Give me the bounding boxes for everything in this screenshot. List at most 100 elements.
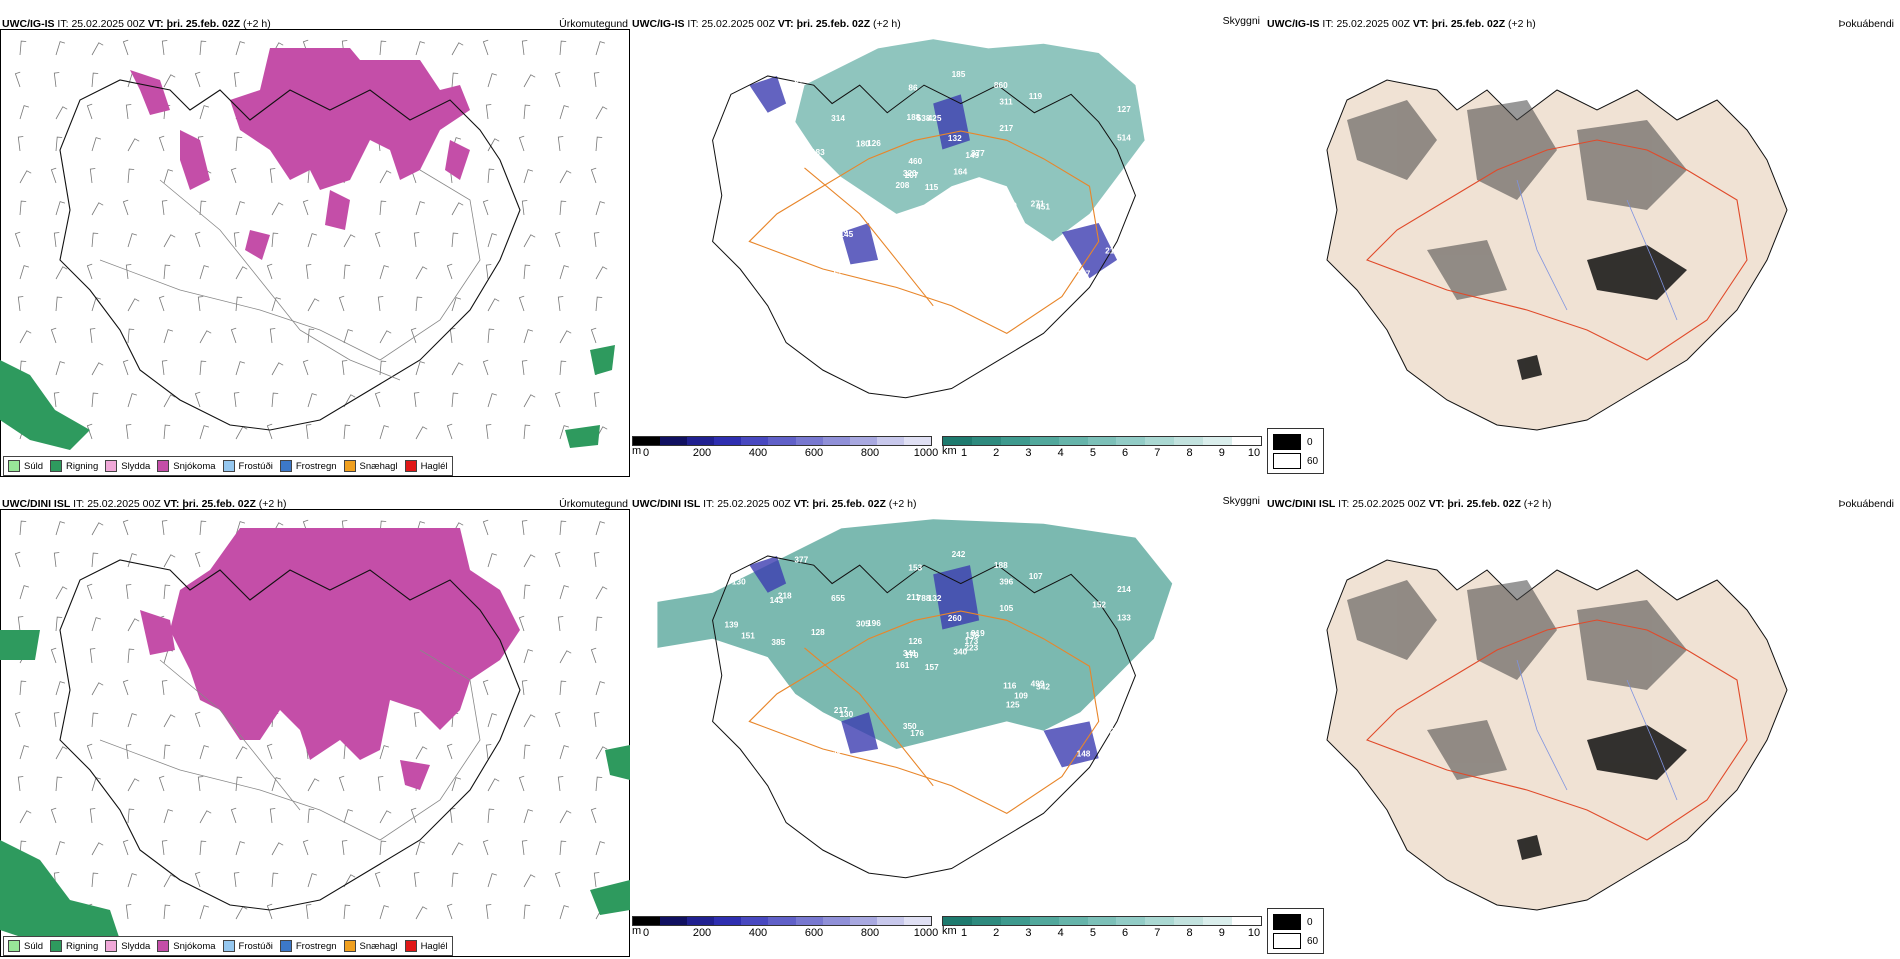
wind-barb xyxy=(374,391,381,408)
wind-barb xyxy=(91,392,99,408)
visibility-label: 132 xyxy=(948,134,962,143)
fog-shading xyxy=(1347,580,1687,780)
wind-barb xyxy=(86,263,93,280)
wind-barb xyxy=(559,330,572,344)
wind-barb xyxy=(19,330,32,344)
wind-barb xyxy=(415,841,426,856)
colorbar-segment xyxy=(903,917,932,925)
colorbar-tick: 600 xyxy=(804,447,824,459)
wind-barb xyxy=(415,266,428,280)
wind-barb xyxy=(487,138,500,152)
roads xyxy=(748,130,1100,334)
wind-barb xyxy=(413,392,420,408)
colorbar-tick: 9 xyxy=(1218,447,1225,459)
legend-label: Rigning xyxy=(66,460,99,472)
colorbar-tick: 2 xyxy=(993,927,1000,939)
wind-barb xyxy=(523,584,531,600)
legend-swatch xyxy=(50,460,63,472)
wind-barb xyxy=(449,808,456,824)
ceiling-colorbar: m 0 200 400 600 800 1000 xyxy=(632,436,938,462)
colorbar-segment xyxy=(687,917,715,925)
wind-barb xyxy=(91,842,104,856)
colorbar-tick: 1 xyxy=(960,927,968,939)
wind-barb xyxy=(521,520,528,536)
wind-barb xyxy=(523,744,531,760)
wind-barb xyxy=(487,778,500,792)
visibility-panel-1: UWC/IG-IS IT: 25.02.2025 00Z VT: þri. 25… xyxy=(632,14,1262,479)
vt-value: þri. 25.feb. 02Z xyxy=(166,18,241,30)
wind-barb xyxy=(55,841,66,856)
wind-barb xyxy=(55,266,68,280)
wind-barb xyxy=(199,40,207,56)
wind-barb xyxy=(341,360,348,376)
lead-time: (+2 h) xyxy=(888,498,917,510)
wind-barb xyxy=(446,743,453,760)
wind-barb xyxy=(19,680,27,696)
wind-barb xyxy=(91,617,102,632)
wind-barb xyxy=(451,842,464,856)
wind-barb xyxy=(523,904,531,920)
wind-barb xyxy=(53,712,60,728)
wind-barb xyxy=(413,872,420,888)
legend-label: Súld xyxy=(24,460,44,472)
visibility-label: 143 xyxy=(770,596,784,605)
visibility-label: 165 xyxy=(773,712,787,721)
wind-barb xyxy=(199,330,212,344)
legend-item: Snæhagl xyxy=(343,460,398,472)
wind-barb xyxy=(559,360,567,376)
wind-barb xyxy=(91,682,104,696)
fog-swatch-min xyxy=(1273,914,1301,930)
legend-label: Haglél xyxy=(420,460,448,472)
colorbar-segment xyxy=(660,437,688,445)
visibility-label: 340 xyxy=(953,647,967,656)
ceiling-shading xyxy=(749,75,1118,279)
wind-barb xyxy=(235,906,248,920)
wind-barb xyxy=(523,74,536,88)
wind-barb xyxy=(590,167,597,184)
wind-barb xyxy=(307,298,320,312)
wind-barb xyxy=(446,423,453,440)
wind-barb xyxy=(89,808,96,824)
wind-barb xyxy=(125,264,132,280)
wind-barb xyxy=(19,105,30,120)
legend-swatch xyxy=(404,940,417,952)
wind-barb xyxy=(451,872,459,888)
legend-label: Slydda xyxy=(121,460,151,472)
wind-barb xyxy=(50,807,57,824)
wind-barb xyxy=(307,808,315,824)
colorbar-tick: 6 xyxy=(1122,927,1129,939)
visibility-label: 88 xyxy=(794,75,804,84)
wind-barb xyxy=(379,745,390,760)
wind-barb xyxy=(127,328,135,344)
colorbar-tick: 800 xyxy=(860,447,880,459)
visibility-label: 193 xyxy=(778,111,792,120)
visibility-label: 342 xyxy=(1036,682,1050,691)
legend-item: Snjókoma xyxy=(157,940,216,952)
wind-barb xyxy=(482,39,489,56)
colorbar-tick: 600 xyxy=(804,927,824,939)
wind-barb xyxy=(559,265,570,280)
wind-barb xyxy=(518,775,525,792)
wind-barb xyxy=(523,394,536,408)
colorbar-tick: 7 xyxy=(1154,447,1161,459)
wind-barb xyxy=(127,393,138,408)
wind-barb xyxy=(523,234,536,248)
colorbar-segment xyxy=(1000,917,1030,925)
wind-barb xyxy=(235,746,248,760)
fog-shading xyxy=(1347,100,1687,300)
visibility-label: 196 xyxy=(867,619,881,628)
wind-barb xyxy=(379,265,390,280)
colorbar-segment xyxy=(1232,917,1261,925)
legend-label: Frostregn xyxy=(295,460,337,472)
wind-barb xyxy=(343,809,354,824)
wind-barb xyxy=(266,423,273,440)
wind-barb xyxy=(559,170,572,184)
wind-barb xyxy=(595,201,606,216)
visibility-shading xyxy=(657,519,1173,750)
wind-barb xyxy=(127,778,140,792)
legend-swatch xyxy=(222,940,235,952)
colorbar-tick: 200 xyxy=(692,927,712,939)
wind-barb xyxy=(269,168,276,184)
colorbar-segment xyxy=(1087,437,1117,445)
wind-barb xyxy=(161,200,168,216)
